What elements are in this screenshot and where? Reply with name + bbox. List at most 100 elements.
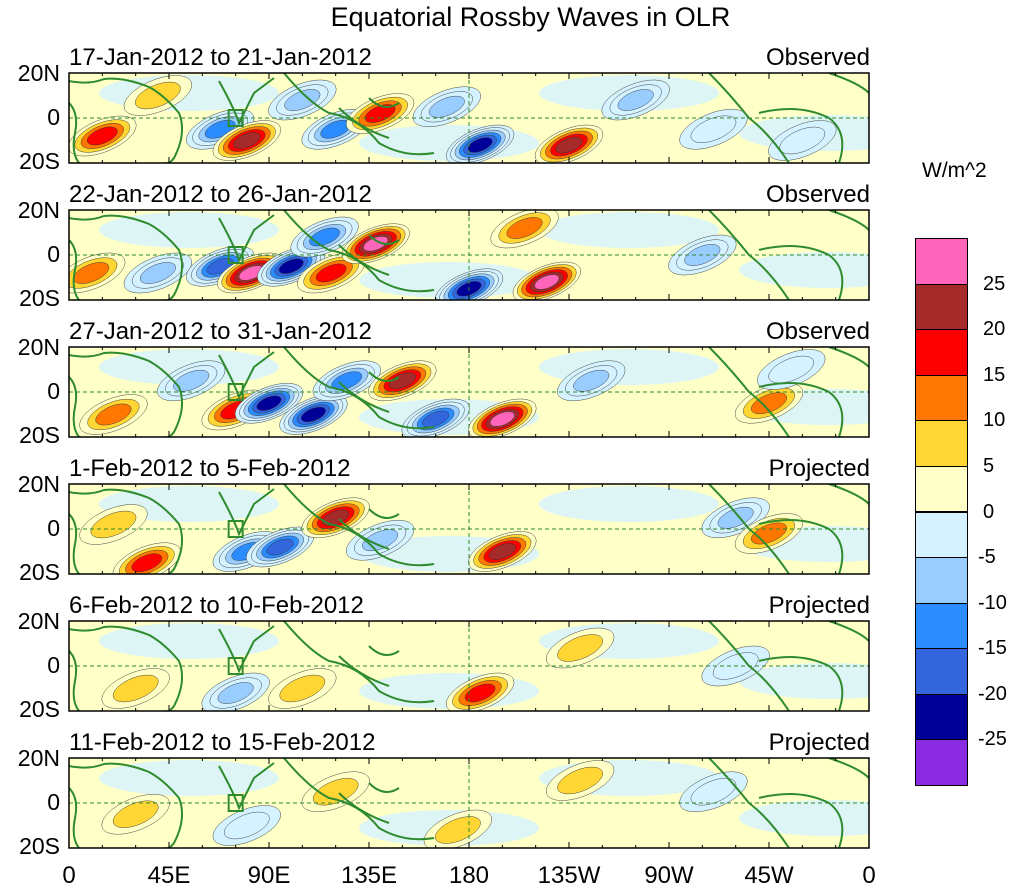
anomaly-contour bbox=[534, 124, 604, 163]
coastline bbox=[338, 782, 400, 824]
lat-label: 0 bbox=[47, 515, 60, 541]
anomaly-contour bbox=[268, 79, 337, 121]
anomaly-contour bbox=[734, 383, 804, 424]
anomaly-level bbox=[534, 274, 560, 290]
anomaly-contour bbox=[290, 216, 359, 258]
panel-date-range: 6-Feb-2012 to 10-Feb-2012 bbox=[69, 592, 364, 619]
coastline bbox=[218, 77, 275, 126]
map-plot-area bbox=[68, 620, 870, 712]
coastline bbox=[69, 787, 80, 848]
map-panel-4: 1-Feb-2012 to 5-Feb-2012 Projected 20N 0 20S bbox=[0, 453, 1021, 590]
anomaly-level bbox=[315, 263, 347, 283]
colorbar-level-label: 20 bbox=[983, 318, 1006, 341]
anomaly-contour bbox=[112, 542, 181, 574]
coastline bbox=[69, 376, 80, 437]
coastline bbox=[828, 210, 869, 231]
panel-status: Projected bbox=[768, 729, 870, 756]
anomaly-level bbox=[388, 372, 416, 390]
anomaly-level bbox=[131, 553, 163, 573]
lon-tick-label: 135W bbox=[537, 862, 601, 889]
anomaly-level bbox=[95, 403, 132, 426]
x-axis: 0 45E 90E 135E 180 135W 90W 45W 0 bbox=[0, 862, 1021, 890]
anomaly-contour bbox=[368, 360, 437, 401]
anomaly-contour bbox=[757, 349, 826, 390]
anomaly-contour bbox=[201, 672, 270, 711]
anomaly-contour bbox=[123, 75, 193, 116]
anomaly-level bbox=[206, 257, 234, 275]
anomaly-level bbox=[557, 766, 603, 795]
anomaly-level bbox=[87, 126, 118, 146]
coastline bbox=[218, 214, 275, 263]
weak-negative-zone bbox=[539, 212, 719, 248]
index-region-box bbox=[227, 657, 244, 675]
lat-label: 0 bbox=[47, 652, 60, 678]
map-panel-1: 17-Jan-2012 to 21-Jan-2012 Observed 20N 0 20… bbox=[0, 42, 1021, 179]
anomaly-contour bbox=[79, 504, 148, 545]
weak-negative-zone bbox=[99, 760, 279, 796]
map-panel-3: 27-Jan-2012 to 31-Jan-2012 Observed 20N 0 20… bbox=[0, 316, 1021, 453]
anomaly-level bbox=[278, 258, 304, 274]
anomaly-level bbox=[112, 800, 159, 828]
colorbar-level-label: 10 bbox=[983, 409, 1006, 432]
map-plot-area bbox=[68, 346, 870, 438]
lat-label: 20S bbox=[19, 422, 60, 448]
anomaly-contour bbox=[101, 668, 170, 709]
anomaly-contour bbox=[212, 120, 281, 161]
colorbar-swatch bbox=[915, 329, 968, 376]
lat-label: 20S bbox=[19, 696, 60, 722]
anomaly-level bbox=[90, 510, 137, 539]
anomaly-contour bbox=[445, 124, 515, 163]
coastline bbox=[828, 621, 869, 642]
anomaly-level bbox=[312, 778, 359, 806]
lon-tick-label: 180 bbox=[448, 862, 490, 889]
anomaly-level bbox=[217, 682, 254, 704]
anomaly-contour bbox=[79, 394, 148, 435]
panel-date-range: 1-Feb-2012 to 5-Feb-2012 bbox=[69, 455, 351, 482]
map-panel-5: 6-Feb-2012 to 10-Feb-2012 Projected 20N 0 20… bbox=[0, 590, 1021, 727]
lat-label: 20S bbox=[19, 148, 60, 174]
coastline bbox=[338, 371, 400, 413]
index-region-box bbox=[227, 109, 244, 127]
lat-label: 20N bbox=[17, 471, 60, 497]
anomaly-contour bbox=[312, 360, 381, 401]
colorbar-level-label: 15 bbox=[983, 363, 1006, 386]
coastline bbox=[338, 234, 400, 276]
coastline bbox=[69, 102, 80, 163]
anomaly-level bbox=[322, 509, 350, 527]
anomaly-level bbox=[751, 392, 787, 415]
colorbar bbox=[915, 238, 970, 786]
coastline bbox=[828, 73, 869, 94]
anomaly-contour bbox=[701, 497, 770, 538]
anomaly-level bbox=[139, 262, 176, 284]
anomaly-level bbox=[112, 674, 159, 703]
anomaly-contour bbox=[279, 394, 348, 435]
coastline bbox=[69, 625, 184, 711]
panel-date-range: 22-Jan-2012 to 26-Jan-2012 bbox=[69, 181, 372, 208]
chart-title: Equatorial Rossby Waves in OLR bbox=[330, 2, 731, 32]
anomaly-level bbox=[617, 89, 654, 111]
anomaly-contour bbox=[490, 210, 559, 249]
coastline bbox=[218, 488, 275, 537]
map-plot-area bbox=[68, 757, 870, 849]
anomaly-level bbox=[279, 674, 326, 703]
lon-tick-label: 90E bbox=[247, 862, 291, 889]
anomaly-level bbox=[768, 355, 815, 384]
anomaly-level bbox=[506, 217, 543, 239]
lat-label: 20S bbox=[19, 833, 60, 859]
anomaly-level bbox=[489, 411, 515, 427]
panel-status: Observed bbox=[765, 44, 870, 71]
anomaly-contour bbox=[512, 261, 581, 300]
panel-status: Observed bbox=[765, 181, 870, 208]
anomaly-level bbox=[223, 811, 270, 840]
coastline bbox=[218, 625, 275, 674]
lat-label: 20S bbox=[19, 285, 60, 311]
index-region-box bbox=[227, 246, 244, 264]
colorbar-swatch bbox=[915, 739, 968, 786]
lon-tick-label: 90W bbox=[644, 862, 694, 889]
colorbar-swatch bbox=[915, 511, 968, 559]
anomaly-level bbox=[467, 137, 493, 153]
colorbar-level-label: 25 bbox=[983, 272, 1006, 295]
anomaly-level bbox=[135, 81, 181, 110]
colorbar-units-label: W/m^2 bbox=[922, 159, 987, 182]
anomaly-contour bbox=[545, 627, 615, 669]
